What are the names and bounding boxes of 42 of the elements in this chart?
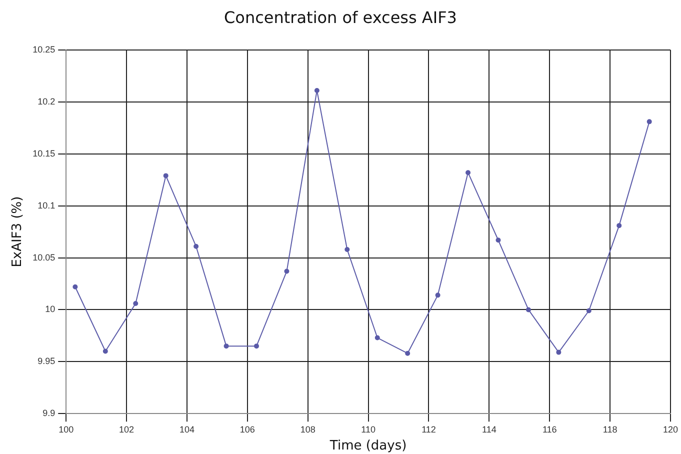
point: [284, 268, 290, 274]
point: [466, 170, 471, 176]
point: [646, 119, 652, 124]
point: [526, 307, 531, 312]
y-tick-label: 10.2: [38, 96, 56, 106]
point: [405, 350, 410, 356]
point: [374, 335, 380, 340]
x-axis-title: Time (days): [328, 438, 407, 454]
x-tick-label: 100: [58, 424, 74, 434]
point: [133, 300, 138, 306]
point: [72, 284, 78, 290]
x-tick-label: 116: [542, 424, 557, 434]
point: [435, 292, 440, 298]
y-tick-label: 10.15: [32, 148, 56, 158]
point: [254, 344, 259, 349]
x-tick-label: 110: [361, 424, 376, 434]
point: [224, 344, 229, 349]
point: [102, 348, 108, 354]
point: [163, 173, 168, 178]
point: [496, 238, 501, 243]
y-tick-label: 10.05: [32, 252, 56, 262]
chart-title: Concentration of excess AIF3: [223, 8, 458, 27]
point: [586, 308, 592, 314]
x-tick-label: 114: [482, 424, 496, 434]
x-tick-label: 104: [179, 424, 195, 434]
y-tick-label: 10: [45, 304, 56, 314]
point: [314, 88, 320, 94]
point: [344, 246, 350, 252]
y-tick-label: 9.95: [38, 356, 56, 366]
point: [194, 244, 199, 249]
x-tick-label: 106: [240, 424, 255, 434]
y-tick-label: 10.25: [32, 44, 56, 54]
y-tick-label: 9.9: [42, 408, 56, 418]
point: [556, 350, 562, 355]
y-tick-label: 10.1: [38, 200, 56, 210]
x-tick-label: 102: [119, 424, 134, 434]
y-axis-title: ExAIF3 (%): [10, 196, 26, 268]
x-tick-label: 120: [662, 424, 678, 434]
x-tick-label: 108: [300, 424, 316, 434]
x-tick-label: 118: [602, 424, 618, 434]
point: [616, 223, 622, 228]
x-tick-label: 112: [422, 424, 436, 434]
